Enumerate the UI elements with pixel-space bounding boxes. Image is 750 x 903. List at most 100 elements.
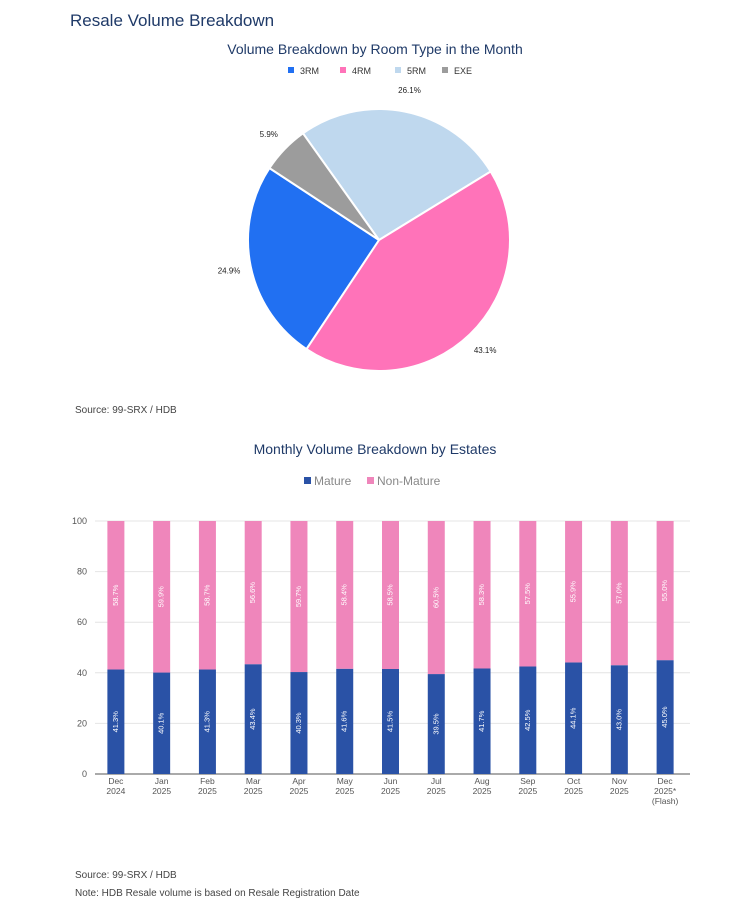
bar-chart: Mature Non-Mature 0 20 40 60 80 100 41.3% 58.7% De… (72, 474, 690, 806)
bar-data-label: 44.1% (569, 707, 578, 729)
bar-non-mature (244, 521, 262, 665)
bar-data-label: 58.5% (385, 584, 394, 606)
x-tick-label: 2025 (244, 786, 263, 796)
legend-swatch (340, 67, 346, 73)
bar-data-label: 41.3% (202, 711, 211, 733)
x-tick-label: Sep (520, 776, 535, 786)
bar-chart-title: Monthly Volume Breakdown by Estates (253, 441, 497, 457)
x-tick-label: 2025 (427, 786, 446, 796)
bar-non-mature (565, 521, 583, 663)
y-tick-label: 80 (77, 567, 87, 577)
bar-data-label: 40.3% (294, 712, 303, 734)
bar-non-mature (382, 521, 399, 670)
legend-swatch (395, 67, 401, 73)
bar-note: Note: HDB Resale volume is based on Resa… (75, 888, 360, 899)
pie-chart: 3RM 4RM 5RM EXE 26.1% 43.1% 24.9% 5.9% (218, 66, 511, 372)
bar-data-label: 60.5% (431, 587, 440, 609)
pie-slice-5rm (301, 108, 493, 242)
legend-label: 4RM (352, 66, 371, 76)
pie-chart-title: Volume Breakdown by Room Type in the Mon… (227, 41, 523, 57)
bar-mature (382, 669, 399, 774)
bar-data-label: 58.7% (202, 584, 211, 606)
bar-data-label: 43.0% (614, 709, 623, 731)
x-tick-label: Feb (200, 776, 215, 786)
section-title: Resale Volume Breakdown (70, 11, 275, 30)
bar-non-mature (198, 521, 216, 670)
pie-slice-3rm (247, 166, 381, 351)
bar-data-label: 41.6% (340, 710, 349, 732)
bar-mature (244, 664, 262, 774)
bar-data-label: 55.9% (569, 581, 578, 603)
x-tick-label: 2025 (518, 786, 537, 796)
x-tick-label: 2025 (290, 786, 309, 796)
legend-swatch (288, 67, 294, 73)
bar-mature (290, 672, 308, 774)
x-tick-label: 2025 (335, 786, 354, 796)
bar-non-mature (153, 521, 171, 673)
bar-data-label: 41.7% (477, 710, 486, 732)
bar-data-label: 41.3% (111, 711, 120, 733)
x-tick-label: Mar (246, 776, 261, 786)
bar-non-mature (473, 521, 491, 669)
bar-mature (198, 669, 216, 774)
bar-data-label: 58.3% (477, 584, 486, 606)
bar-non-mature (656, 521, 674, 661)
y-tick-label: 60 (77, 617, 87, 627)
x-tick-label: Dec (658, 776, 674, 786)
x-tick-label: 2025 (152, 786, 171, 796)
x-tick-label: (Flash) (652, 796, 679, 806)
y-tick-label: 0 (82, 769, 87, 779)
x-tick-label: Jun (384, 776, 398, 786)
x-tick-label: Aug (474, 776, 489, 786)
bar-mature (610, 665, 628, 774)
legend-label: Mature (314, 474, 352, 488)
bar-non-mature (336, 521, 354, 669)
bar-mature (656, 660, 674, 774)
legend-swatch (442, 67, 448, 73)
bar-data-label: 58.4% (340, 584, 349, 606)
x-tick-label: 2025 (198, 786, 217, 796)
x-tick-label: 2024 (106, 786, 125, 796)
x-tick-label: Oct (567, 776, 581, 786)
bar-data-label: 39.5% (431, 713, 440, 735)
bar-non-mature (610, 521, 628, 666)
bar-data-label: 40.1% (157, 712, 166, 734)
pie-data-label: 24.9% (218, 267, 241, 276)
bar-data-label: 43.4% (248, 708, 257, 730)
y-tick-label: 40 (77, 668, 87, 678)
bar-mature (427, 674, 445, 774)
pie-data-label: 43.1% (474, 346, 497, 355)
legend-label: 5RM (407, 66, 426, 76)
legend-label: Non-Mature (377, 474, 441, 488)
x-tick-label: 2025 (473, 786, 492, 796)
bar-mature (107, 669, 125, 774)
bar-mature (336, 668, 354, 774)
legend-swatch (304, 477, 311, 484)
bar-data-label: 55.0% (660, 580, 669, 602)
bar-data-label: 45.0% (660, 706, 669, 728)
bar-data-label: 59.7% (294, 586, 303, 608)
x-tick-label: 2025 (564, 786, 583, 796)
bar-data-label: 41.5% (385, 711, 394, 733)
x-tick-label: Dec (108, 776, 124, 786)
pie-data-label: 26.1% (398, 86, 421, 95)
pie-slice-exe (268, 131, 380, 241)
x-tick-label: Jul (431, 776, 442, 786)
pie-slice-4rm (305, 170, 511, 372)
bar-non-mature (427, 521, 445, 675)
bar-mature (565, 662, 583, 774)
x-tick-label: 2025 (381, 786, 400, 796)
bar-non-mature (290, 521, 308, 673)
bar-source: Source: 99-SRX / HDB (75, 870, 177, 881)
y-tick-label: 20 (77, 718, 87, 728)
bar-data-label: 56.6% (248, 582, 257, 604)
bar-non-mature (107, 521, 125, 670)
legend-label: 3RM (300, 66, 319, 76)
x-tick-label: May (337, 776, 354, 786)
bar-mature (473, 668, 491, 774)
bar-mature (153, 672, 171, 774)
x-tick-label: 2025* (654, 786, 677, 796)
bar-non-mature (519, 521, 537, 667)
bar-mature (519, 666, 537, 774)
bar-data-label: 57.0% (614, 582, 623, 604)
